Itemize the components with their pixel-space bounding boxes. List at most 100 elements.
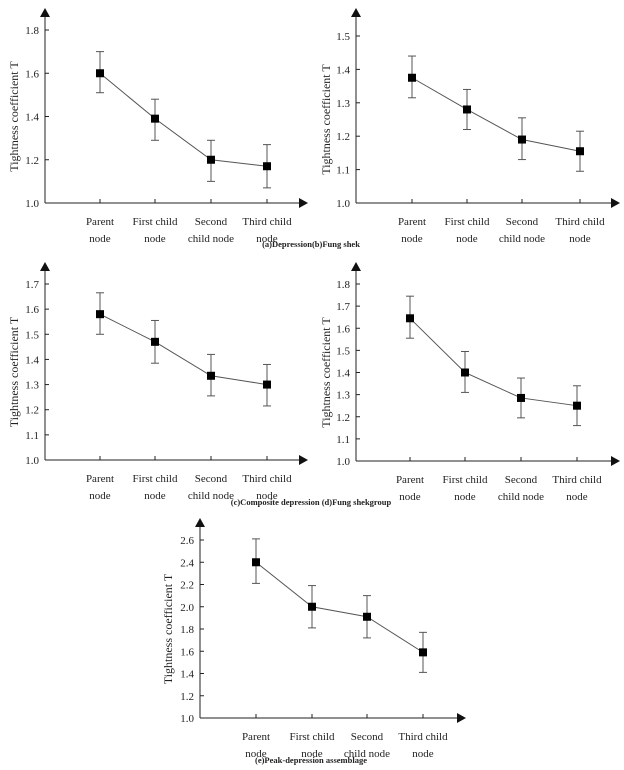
- x-tick-label: node: [456, 233, 478, 245]
- x-axis-arrow-icon: [299, 198, 308, 208]
- chart-a-depression: 1.0 1.2 1.4 1.6 1.8 Tightness coefficient T Pa…: [7, 8, 308, 245]
- y-tick-label: 1.0: [25, 198, 39, 210]
- data-point-marker: [408, 73, 416, 82]
- y-tick-label: 2.4: [180, 557, 194, 569]
- series-line: [411, 77, 581, 152]
- y-tick-label: 1.2: [336, 412, 350, 424]
- x-axis-arrow-icon: [457, 713, 466, 723]
- data-point-marker: [518, 135, 526, 144]
- x-tick-label: First child: [445, 216, 490, 228]
- y-tick-label: 1.0: [180, 713, 194, 725]
- y-tick-label: 1.3: [336, 390, 350, 402]
- data-point-marker: [263, 380, 271, 389]
- y-tick-label: 1.6: [336, 323, 350, 335]
- x-tick-label: Parent: [396, 474, 424, 486]
- x-axis-arrow-icon: [299, 455, 308, 465]
- caption-cd: (c)Composite depression (d)Fung shekgrou…: [231, 497, 392, 507]
- data-point-marker: [419, 648, 427, 657]
- x-tick-label: First child: [290, 731, 335, 743]
- data-point-marker: [517, 393, 525, 402]
- x-tick-label: Third child: [242, 216, 292, 228]
- chart-e-peak-depression-assemblage: 1.0 1.2 1.4 1.6 1.8 2.0 2.2 2.4 2.6 Tightness coe…: [161, 518, 466, 760]
- y-tick-label: 1.0: [336, 456, 350, 468]
- y-tick-label: 1.2: [25, 155, 39, 167]
- y-axis-arrow-icon: [195, 518, 205, 527]
- x-axis-arrow-icon: [611, 456, 620, 466]
- data-point-marker: [207, 155, 215, 164]
- x-tick-label: node: [245, 748, 267, 760]
- data-point-marker: [151, 337, 159, 346]
- series-line: [409, 317, 578, 407]
- data-point-marker: [263, 162, 271, 171]
- x-tick-label: First child: [443, 474, 488, 486]
- data-point-marker: [406, 314, 414, 323]
- y-axis-label: Tightness coefficient T: [319, 317, 333, 428]
- y-tick-label: 1.7: [336, 301, 350, 313]
- x-tick-label: node: [89, 233, 111, 245]
- x-tick-label: Third child: [555, 216, 605, 228]
- y-tick-label: 1.1: [25, 430, 39, 442]
- x-tick-label: node: [144, 233, 166, 245]
- y-tick-label: 1.4: [336, 368, 350, 380]
- y-axis-label: Tightness coefficient T: [161, 573, 175, 684]
- series-line: [255, 561, 424, 653]
- y-tick-label: 1.0: [25, 455, 39, 467]
- y-tick-label: 1.5: [336, 31, 350, 43]
- y-axis-arrow-icon: [40, 262, 50, 271]
- x-tick-label: node: [256, 490, 278, 502]
- x-tick-label: Third child: [552, 474, 602, 486]
- x-tick-label: Third child: [398, 731, 448, 743]
- data-point-marker: [96, 69, 104, 78]
- x-tick-label: node: [566, 491, 588, 503]
- y-tick-label: 1.4: [25, 354, 39, 366]
- y-axis-label: Tightness coefficient T: [319, 64, 333, 175]
- y-tick-label: 1.4: [180, 669, 194, 681]
- series-line: [99, 313, 268, 386]
- x-tick-label: child node: [188, 233, 234, 245]
- x-tick-label: First child: [133, 216, 178, 228]
- y-tick-label: 1.3: [336, 98, 350, 110]
- y-axis-arrow-icon: [40, 8, 50, 17]
- chart-c-composite-depression: 1.0 1.1 1.2 1.3 1.4 1.5 1.6 1.7 Tightness coeffi…: [7, 262, 308, 502]
- x-tick-label: Parent: [242, 731, 270, 743]
- data-point-marker: [308, 602, 316, 611]
- x-tick-label: node: [412, 748, 434, 760]
- y-tick-label: 1.8: [180, 624, 194, 636]
- y-tick-label: 2.0: [180, 602, 194, 614]
- x-tick-label: Second: [351, 731, 384, 743]
- y-tick-label: 1.5: [25, 329, 39, 341]
- x-tick-label: node: [454, 491, 476, 503]
- x-tick-label: node: [256, 233, 278, 245]
- x-tick-label: node: [569, 233, 591, 245]
- x-tick-label: child node: [344, 748, 390, 760]
- chart-b-fung-shek: 1.0 1.1 1.2 1.3 1.4 1.5 Tightness coefficient …: [319, 8, 620, 245]
- x-tick-label: child node: [188, 490, 234, 502]
- x-tick-label: First child: [133, 473, 178, 485]
- x-tick-label: node: [401, 233, 423, 245]
- y-tick-label: 1.1: [336, 434, 350, 446]
- y-tick-label: 1.2: [336, 131, 350, 143]
- x-tick-label: node: [399, 491, 421, 503]
- x-tick-label: child node: [499, 233, 545, 245]
- data-point-marker: [252, 558, 260, 567]
- caption-e: (e)Peak-depression assemblage: [255, 755, 367, 765]
- x-tick-label: Second: [505, 474, 538, 486]
- data-point-marker: [96, 310, 104, 319]
- y-axis-label: Tightness coefficient T: [7, 316, 21, 427]
- data-point-marker: [573, 401, 581, 410]
- x-tick-label: Parent: [86, 216, 114, 228]
- y-tick-label: 1.3: [25, 380, 39, 392]
- y-axis-label: Tightness coefficient T: [7, 61, 21, 172]
- y-tick-label: 1.6: [180, 646, 194, 658]
- series-line: [99, 72, 268, 167]
- x-tick-label: Second: [195, 216, 228, 228]
- y-tick-label: 2.2: [180, 580, 194, 592]
- caption-ab: (a)Depression(b)Fung shek: [262, 239, 360, 249]
- x-tick-label: Third child: [242, 473, 292, 485]
- y-tick-label: 1.6: [25, 68, 39, 80]
- y-axis-arrow-icon: [351, 262, 361, 271]
- y-axis-arrow-icon: [351, 8, 361, 17]
- x-tick-label: node: [144, 490, 166, 502]
- y-tick-label: 1.0: [336, 198, 350, 210]
- y-tick-label: 1.8: [25, 25, 39, 37]
